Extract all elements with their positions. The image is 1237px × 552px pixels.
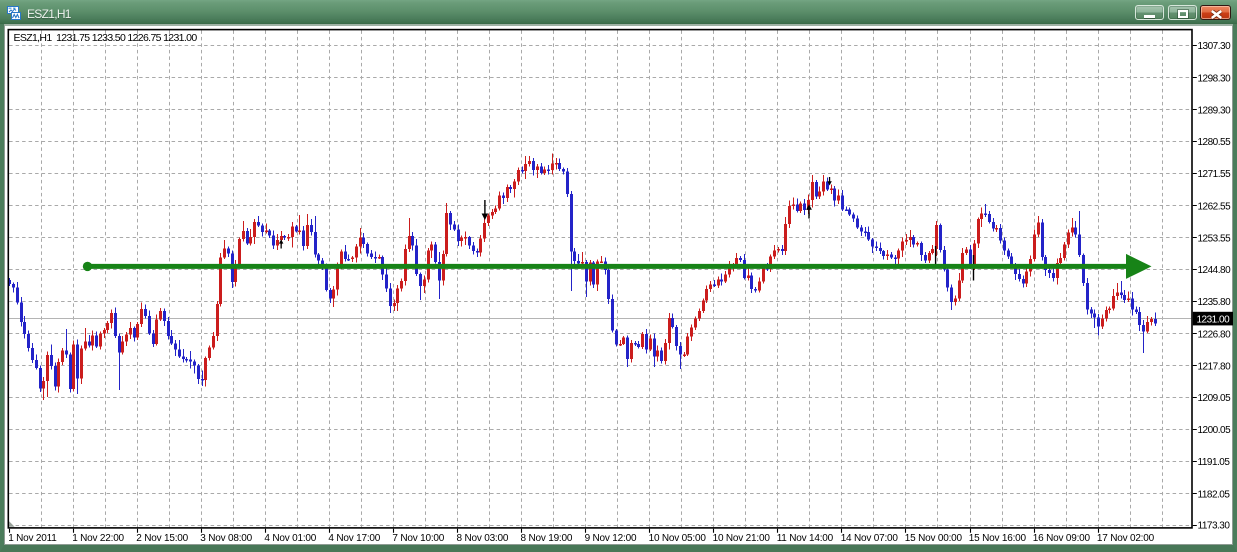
- svg-text:1271.55: 1271.55: [1198, 169, 1232, 180]
- svg-text:1191.05: 1191.05: [1198, 457, 1231, 468]
- svg-text:4 Nov 01:00: 4 Nov 01:00: [264, 533, 316, 544]
- svg-text:ESZ1,H1 1231.75 1233.50 1226.: ESZ1,H1 1231.75 1233.50 1226.75 1231.00: [14, 32, 198, 44]
- svg-text:1209.05: 1209.05: [1198, 393, 1232, 404]
- svg-text:3 Nov 08:00: 3 Nov 08:00: [200, 533, 252, 544]
- svg-text:1244.80: 1244.80: [1198, 265, 1232, 276]
- svg-text:2 Nov 15:00: 2 Nov 15:00: [136, 533, 188, 544]
- svg-text:1217.80: 1217.80: [1198, 362, 1232, 373]
- svg-text:1262.55: 1262.55: [1198, 201, 1232, 212]
- svg-text:10 Nov 21:00: 10 Nov 21:00: [713, 533, 771, 544]
- svg-text:8 Nov 03:00: 8 Nov 03:00: [457, 533, 509, 544]
- svg-text:11 Nov 14:00: 11 Nov 14:00: [777, 533, 834, 544]
- svg-text:1231.00: 1231.00: [1197, 314, 1231, 325]
- svg-text:4 Nov 17:00: 4 Nov 17:00: [328, 533, 380, 544]
- svg-text:1173.30: 1173.30: [1198, 521, 1231, 532]
- svg-text:1 Nov 2011: 1 Nov 2011: [8, 533, 57, 544]
- svg-text:17 Nov 02:00: 17 Nov 02:00: [1097, 533, 1155, 544]
- svg-text:7 Nov 10:00: 7 Nov 10:00: [392, 533, 444, 544]
- svg-text:1280.55: 1280.55: [1198, 137, 1232, 148]
- svg-text:1182.05: 1182.05: [1198, 489, 1231, 500]
- svg-text:14 Nov 07:00: 14 Nov 07:00: [841, 533, 899, 544]
- svg-text:1307.30: 1307.30: [1198, 41, 1232, 52]
- svg-text:1298.30: 1298.30: [1198, 73, 1232, 84]
- svg-text:9 Nov 12:00: 9 Nov 12:00: [585, 533, 637, 544]
- svg-text:16 Nov 09:00: 16 Nov 09:00: [1033, 533, 1091, 544]
- svg-text:8 Nov 19:00: 8 Nov 19:00: [521, 533, 573, 544]
- svg-text:10 Nov 05:00: 10 Nov 05:00: [649, 533, 707, 544]
- svg-text:1200.05: 1200.05: [1198, 425, 1232, 436]
- svg-text:15 Nov 00:00: 15 Nov 00:00: [905, 533, 963, 544]
- svg-text:15 Nov 16:00: 15 Nov 16:00: [969, 533, 1027, 544]
- svg-text:1253.55: 1253.55: [1198, 234, 1232, 245]
- svg-text:1 Nov 22:00: 1 Nov 22:00: [72, 533, 124, 544]
- svg-text:1235.80: 1235.80: [1198, 297, 1232, 308]
- svg-text:1289.30: 1289.30: [1198, 106, 1232, 117]
- svg-text:1226.80: 1226.80: [1198, 329, 1232, 340]
